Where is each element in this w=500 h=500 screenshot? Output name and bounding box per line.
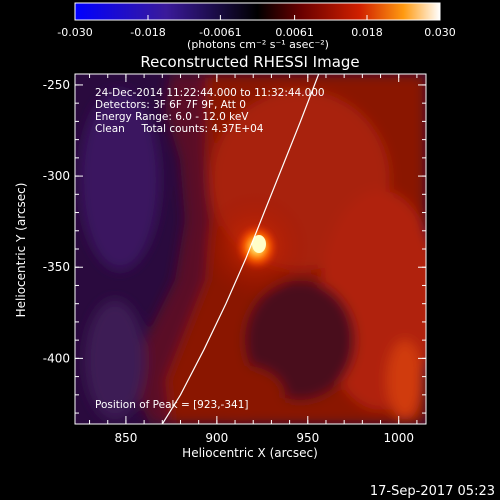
annotation-time-range: 24-Dec-2014 11:22:44.000 to 11:32:44.000 — [95, 87, 325, 99]
footer-timestamp: 17-Sep-2017 05:23 — [370, 484, 495, 499]
y-tick-label: -250 — [43, 78, 70, 92]
solar-limb-curve — [161, 74, 320, 424]
x-tick-label: 850 — [114, 431, 137, 445]
colorbar-gradient — [74, 2, 441, 21]
colorbar-tick-label: 0.0061 — [275, 26, 314, 39]
y-tick-label: -350 — [43, 260, 70, 274]
solar-image — [75, 74, 426, 424]
annotation-detectors: Detectors: 3F 6F 7F 9F, Att 0 — [95, 99, 246, 111]
colorbar-tick-label: -0.018 — [130, 26, 165, 39]
x-tick-label: 1000 — [383, 431, 414, 445]
colorbar-units: (photons cm⁻² s⁻¹ asec⁻²) — [187, 38, 329, 51]
annotation-clean-counts: Clean Total counts: 4.37E+04 — [95, 123, 264, 135]
x-tick-label: 950 — [296, 431, 319, 445]
colorbar-tick-label: 0.018 — [351, 26, 383, 39]
y-axis-label: Heliocentric Y (arcsec) — [14, 183, 28, 318]
y-axis-ticks: -250 -300 -350 -400 — [43, 78, 426, 414]
colorbar-ticks: -0.030 -0.018 -0.0061 0.0061 0.018 0.030 — [57, 15, 456, 39]
annotation-energy-range: Energy Range: 6.0 - 12.0 keV — [95, 111, 249, 123]
colorbar-tick-label: -0.0061 — [199, 26, 241, 39]
x-axis-ticks: 850 900 950 1000 — [89, 74, 418, 445]
colorbar-tick-label: -0.030 — [57, 26, 92, 39]
x-tick-label: 900 — [205, 431, 228, 445]
plot-title: Reconstructed RHESSI Image — [140, 53, 359, 71]
colorbar: -0.030 -0.018 -0.0061 0.0061 0.018 0.030 (pho… — [57, 2, 456, 51]
colorbar-tick-label: 0.030 — [424, 26, 456, 39]
y-tick-label: -300 — [43, 169, 70, 183]
y-tick-label: -400 — [43, 351, 70, 365]
annotation-peak-position: Position of Peak = [923,-341] — [95, 399, 249, 411]
info-annotations: 24-Dec-2014 11:22:44.000 to 11:32:44.000… — [95, 87, 325, 411]
x-axis-label: Heliocentric X (arcsec) — [182, 446, 318, 460]
